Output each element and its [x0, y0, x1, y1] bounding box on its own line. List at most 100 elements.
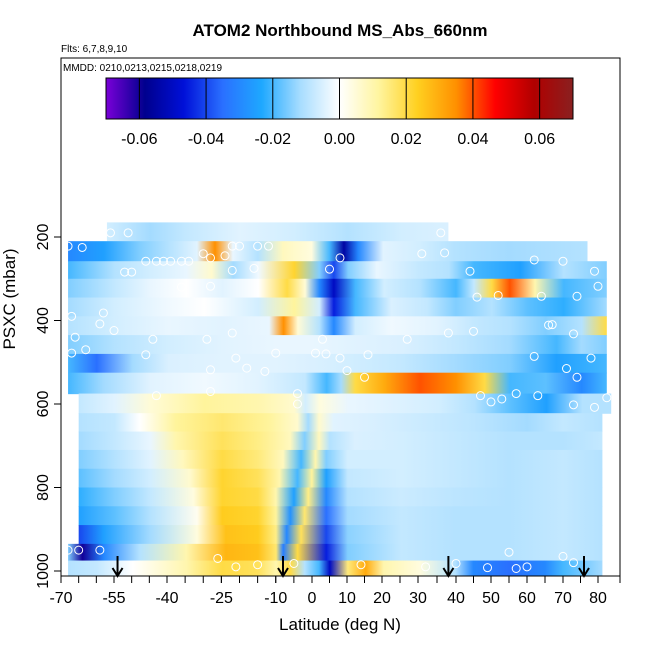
- sample-point: [504, 547, 514, 557]
- heatmap-band: [68, 372, 607, 395]
- sample-point: [177, 282, 186, 292]
- heatmap-band: [78, 487, 603, 507]
- sample-point: [293, 389, 302, 399]
- heatmap-band: [68, 316, 607, 336]
- sample-point: [253, 560, 263, 570]
- sample-point: [158, 256, 168, 266]
- sample-point: [198, 249, 208, 259]
- colorbar-tick-label: -0.04: [188, 131, 225, 148]
- y-tick-label: 200: [35, 224, 52, 251]
- sample-point: [206, 365, 215, 375]
- sample-point: [95, 229, 105, 239]
- sample-point: [569, 400, 578, 410]
- sample-point: [123, 228, 133, 238]
- sample-point: [63, 545, 73, 555]
- x-tick-label: 40: [447, 590, 465, 607]
- sample-point: [544, 320, 554, 330]
- sample-point: [105, 228, 115, 238]
- sample-point: [593, 281, 603, 291]
- sample-point: [177, 256, 186, 266]
- sample-point: [95, 319, 105, 329]
- sample-point: [227, 328, 237, 338]
- heatmap-band: [68, 353, 607, 374]
- x-tick-label: -25: [210, 590, 233, 607]
- sample-points-layer: [63, 228, 612, 573]
- sample-point: [141, 256, 151, 266]
- sample-point: [440, 248, 450, 258]
- heatmap-band: [78, 413, 603, 433]
- sample-point: [590, 402, 599, 412]
- sample-point: [271, 348, 281, 358]
- sample-point: [511, 563, 521, 573]
- x-tick-label: 50: [482, 590, 500, 607]
- sample-point: [120, 267, 130, 277]
- sample-point: [342, 366, 352, 376]
- sample-point: [472, 292, 482, 302]
- heatmap-band: [68, 297, 607, 317]
- sample-point: [529, 255, 539, 265]
- flights-label: Flts: 6,7,8,9,10: [61, 44, 128, 55]
- x-axis: -70 -55 -40 -25 -10 0 10 20 30 40 50 60 70 80: [49, 576, 621, 607]
- sample-point: [451, 558, 461, 568]
- y-tick-label: 1000: [35, 553, 52, 589]
- sample-point: [511, 389, 521, 399]
- sample-point: [227, 265, 237, 275]
- colorbar-tick-label: -0.06: [121, 131, 158, 148]
- sample-point: [321, 349, 331, 359]
- chart-title: ATOM2 Northbound MS_Abs_660nm: [192, 21, 487, 40]
- sample-point: [231, 353, 241, 363]
- sample-point: [558, 256, 568, 266]
- x-axis-label: Latitude (deg N): [279, 615, 401, 634]
- sample-point: [335, 253, 345, 263]
- sample-point: [360, 372, 369, 382]
- sample-point: [127, 267, 137, 277]
- sample-point: [67, 311, 77, 321]
- sample-point: [547, 320, 557, 330]
- sample-point: [253, 241, 263, 251]
- sample-point: [572, 291, 582, 301]
- sample-point: [213, 553, 223, 563]
- sample-point: [249, 263, 259, 273]
- sample-point: [151, 391, 161, 401]
- plot-frame: [60, 57, 621, 577]
- sample-point: [363, 350, 373, 360]
- sample-point: [227, 241, 237, 251]
- x-tick-label: 70: [554, 590, 572, 607]
- sample-point: [206, 281, 215, 291]
- heatmap-band: [78, 506, 603, 526]
- colorbar-tick-label: 0.02: [391, 131, 422, 148]
- sample-point: [74, 545, 84, 555]
- sample-point: [572, 372, 582, 382]
- sample-point: [220, 251, 230, 261]
- sample-point: [493, 290, 503, 300]
- sample-point: [231, 562, 241, 572]
- sample-point: [402, 334, 412, 344]
- x-tick-label: -55: [102, 590, 125, 607]
- y-axis: 200 400 600 800 1000: [35, 224, 61, 589]
- colorbar-tick-label: -0.02: [255, 131, 292, 148]
- sample-point: [421, 562, 431, 572]
- heatmap-band: [68, 543, 603, 562]
- heatmap-band: [78, 431, 603, 451]
- sample-point: [569, 558, 578, 568]
- sample-point: [562, 364, 571, 374]
- x-tick-label: -40: [155, 590, 178, 607]
- sample-point: [569, 329, 578, 339]
- sample-point: [109, 326, 119, 336]
- sample-point: [184, 256, 194, 266]
- heatmap-band: [68, 241, 588, 262]
- heatmap-band: [78, 468, 603, 489]
- sample-point: [206, 386, 215, 396]
- colorbar-tick-label: 0.04: [457, 131, 488, 148]
- x-tick-label: 60: [518, 590, 536, 607]
- sample-point: [289, 558, 299, 568]
- sample-point: [311, 348, 320, 358]
- colorbar-tick-label: 0.06: [524, 131, 555, 148]
- sample-point: [293, 399, 302, 409]
- x-tick-label: 10: [338, 590, 356, 607]
- sample-point: [98, 308, 108, 318]
- sample-point: [602, 393, 612, 403]
- sample-point: [242, 363, 252, 373]
- sample-point: [486, 397, 496, 407]
